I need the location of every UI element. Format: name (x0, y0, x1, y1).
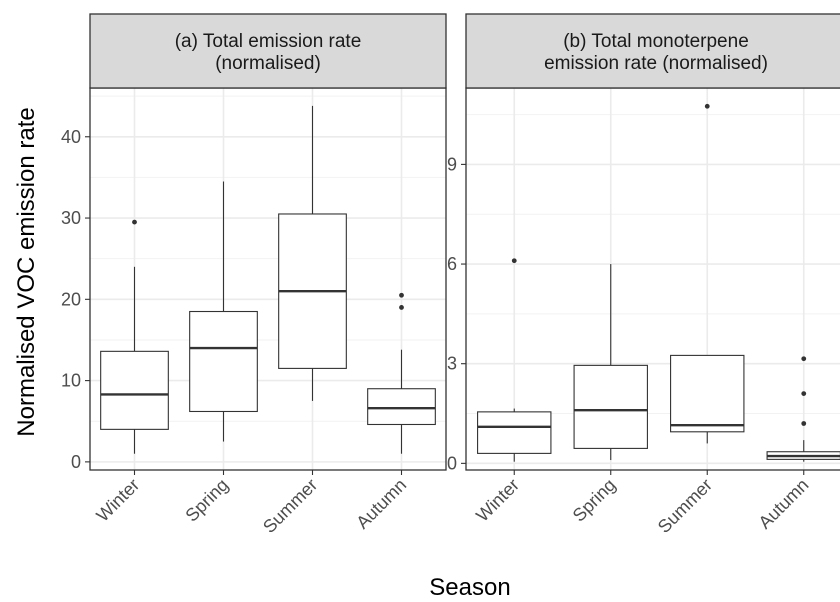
x-tick-label: Summer (259, 475, 321, 537)
box-spring (573, 264, 648, 461)
strip-title-line: (b) Total monoterpene (563, 31, 749, 52)
y-tick-label: 9 (447, 154, 457, 174)
y-tick-label: 3 (447, 354, 457, 374)
y-tick-label: 20 (61, 289, 81, 309)
strip-background (465, 13, 840, 89)
strip-title-line: emission rate (normalised) (544, 53, 768, 74)
x-tick-label: Spring (569, 475, 620, 526)
x-tick-label: Spring (181, 475, 232, 526)
strip-background (89, 13, 447, 89)
x-tick-label: Autumn (352, 475, 410, 533)
y-tick-label: 0 (447, 453, 457, 473)
y-tick-label: 0 (71, 452, 81, 472)
box-autumn (766, 356, 840, 462)
strip-title-line: (a) Total emission rate (175, 31, 362, 52)
box-autumn (367, 292, 436, 454)
outlier-point (801, 356, 807, 362)
box-summer (278, 105, 347, 401)
box-spring (189, 181, 258, 442)
strip-title: (b) Total monoterpene emission rate (norm… (544, 31, 768, 74)
box-winter (477, 258, 552, 462)
outlier-point (399, 292, 404, 298)
outlier-point (801, 421, 807, 426)
y-tick-label: 10 (61, 371, 81, 391)
box-iqr (477, 411, 552, 454)
x-tick-label: Winter (472, 475, 523, 526)
plot-background (466, 88, 840, 470)
x-tick-label: Winter (92, 475, 143, 526)
x-tick-label: Summer (654, 475, 716, 537)
box-summer (670, 103, 745, 444)
y-axis-title: Normalised VOC emission rate (13, 107, 40, 436)
outlier-point (132, 219, 137, 225)
outlier-point (399, 305, 404, 310)
y-tick-label: 40 (61, 127, 81, 147)
box-iqr (573, 364, 648, 449)
panel-b: (b) Total monoterpene emission rate (norm… (447, 13, 840, 537)
box-iqr (367, 388, 436, 426)
box-iqr (100, 350, 169, 430)
strip-title-line: (normalised) (215, 53, 321, 74)
x-tick-label: Autumn (755, 475, 813, 533)
box-winter (100, 219, 169, 454)
panels: (a) Total emission rate (normalised) 0 10 20… (61, 13, 840, 537)
outlier-point (704, 103, 710, 109)
x-axis-title: Season (429, 574, 510, 601)
panel-a: (a) Total emission rate (normalised) 0 10 20… (61, 13, 447, 537)
y-tick-label: 6 (447, 254, 457, 274)
strip-title: (a) Total emission rate (normalised) (175, 31, 362, 74)
box-iqr (189, 310, 258, 413)
outlier-point (511, 258, 517, 264)
box-iqr (670, 354, 745, 433)
outlier-point (801, 391, 807, 396)
y-tick-label: 30 (61, 208, 81, 228)
